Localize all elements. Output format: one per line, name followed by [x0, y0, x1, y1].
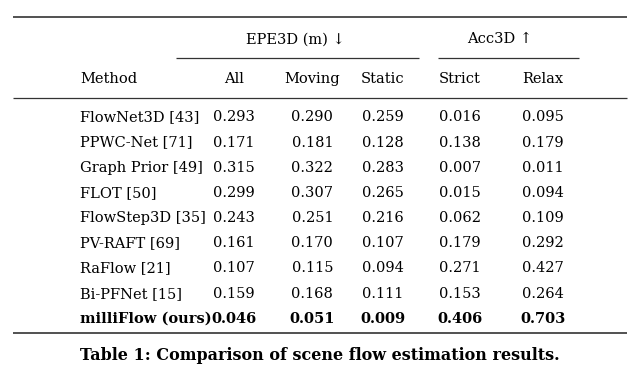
Text: EPE3D (m) ↓: EPE3D (m) ↓ [246, 32, 345, 47]
Text: milliFlow (ours): milliFlow (ours) [80, 312, 212, 326]
Text: 0.292: 0.292 [522, 236, 564, 250]
Text: 0.111: 0.111 [362, 287, 403, 301]
Text: 0.171: 0.171 [213, 135, 254, 150]
Text: 0.181: 0.181 [291, 135, 333, 150]
Text: Method: Method [80, 72, 137, 86]
Text: 0.153: 0.153 [438, 287, 481, 301]
Text: 0.062: 0.062 [438, 211, 481, 225]
Text: 0.216: 0.216 [362, 211, 404, 225]
Text: 0.251: 0.251 [291, 211, 333, 225]
Text: Table 1: Comparison of scene flow estimation results.: Table 1: Comparison of scene flow estima… [80, 347, 560, 364]
Text: RaFlow [21]: RaFlow [21] [80, 261, 171, 276]
Text: 0.290: 0.290 [291, 110, 333, 124]
Text: 0.016: 0.016 [438, 110, 481, 124]
Text: 0.011: 0.011 [522, 161, 564, 175]
Text: Acc3D ↑: Acc3D ↑ [467, 32, 532, 47]
Text: 0.271: 0.271 [438, 261, 481, 276]
Text: 0.179: 0.179 [438, 236, 481, 250]
Text: 0.265: 0.265 [362, 186, 404, 200]
Text: 0.406: 0.406 [437, 312, 482, 326]
Text: 0.107: 0.107 [212, 261, 255, 276]
Text: 0.170: 0.170 [291, 236, 333, 250]
Text: 0.703: 0.703 [520, 312, 565, 326]
Text: 0.243: 0.243 [212, 211, 255, 225]
Text: Relax: Relax [522, 72, 563, 86]
Text: 0.161: 0.161 [212, 236, 255, 250]
Text: PV-RAFT [69]: PV-RAFT [69] [80, 236, 180, 250]
Text: 0.322: 0.322 [291, 161, 333, 175]
Text: Bi-PFNet [15]: Bi-PFNet [15] [80, 287, 182, 301]
Text: 0.115: 0.115 [292, 261, 333, 276]
Text: All: All [223, 72, 244, 86]
Text: 0.095: 0.095 [522, 110, 564, 124]
Text: 0.299: 0.299 [212, 186, 255, 200]
Text: 0.015: 0.015 [438, 186, 481, 200]
Text: 0.094: 0.094 [362, 261, 404, 276]
Text: 0.094: 0.094 [522, 186, 564, 200]
Text: 0.046: 0.046 [211, 312, 256, 326]
Text: 0.109: 0.109 [522, 211, 564, 225]
Text: 0.307: 0.307 [291, 186, 333, 200]
Text: 0.264: 0.264 [522, 287, 564, 301]
Text: 0.179: 0.179 [522, 135, 564, 150]
Text: 0.138: 0.138 [438, 135, 481, 150]
Text: Static: Static [361, 72, 404, 86]
Text: FlowNet3D [43]: FlowNet3D [43] [80, 110, 200, 124]
Text: 0.168: 0.168 [291, 287, 333, 301]
Text: PPWC-Net [71]: PPWC-Net [71] [80, 135, 193, 150]
Text: FLOT [50]: FLOT [50] [80, 186, 157, 200]
Text: Moving: Moving [285, 72, 340, 86]
Text: 0.315: 0.315 [212, 161, 255, 175]
Text: 0.293: 0.293 [212, 110, 255, 124]
Text: 0.007: 0.007 [438, 161, 481, 175]
Text: 0.009: 0.009 [360, 312, 405, 326]
Text: FlowStep3D [35]: FlowStep3D [35] [80, 211, 206, 225]
Text: Graph Prior [49]: Graph Prior [49] [80, 161, 203, 175]
Text: 0.259: 0.259 [362, 110, 404, 124]
Text: 0.128: 0.128 [362, 135, 404, 150]
Text: 0.051: 0.051 [289, 312, 335, 326]
Text: Strict: Strict [438, 72, 481, 86]
Text: 0.283: 0.283 [362, 161, 404, 175]
Text: 0.159: 0.159 [212, 287, 255, 301]
Text: 0.427: 0.427 [522, 261, 564, 276]
Text: 0.107: 0.107 [362, 236, 404, 250]
